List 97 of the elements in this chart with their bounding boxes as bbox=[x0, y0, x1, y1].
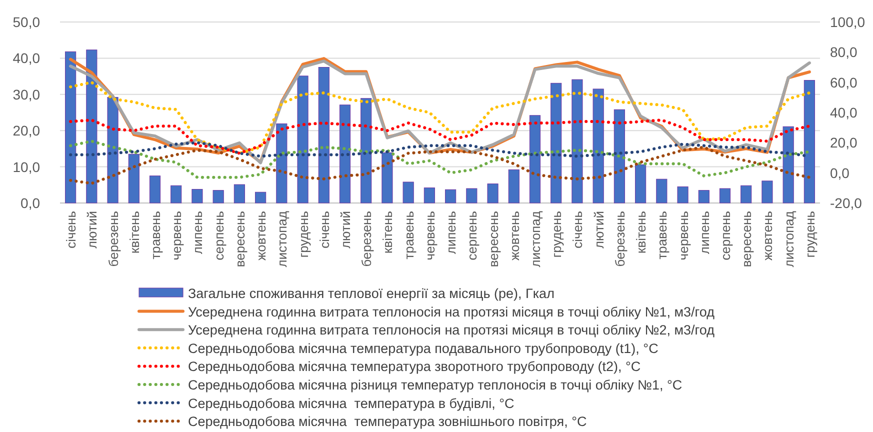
x-tick-label: жовтень bbox=[760, 210, 776, 261]
x-tick-label: жовтень bbox=[254, 210, 269, 261]
bar bbox=[297, 76, 308, 204]
bar bbox=[86, 50, 98, 204]
bar bbox=[192, 188, 203, 204]
bar bbox=[382, 152, 393, 204]
line-series bbox=[69, 80, 811, 155]
legend-label: Усереднена годинна витрата теплоносія на протязі місяця в точці обліку №1, м3/год bbox=[188, 304, 715, 320]
x-tick-label: лютий bbox=[338, 211, 353, 249]
bar bbox=[656, 178, 668, 204]
x-tick-label: вересень bbox=[739, 210, 754, 268]
bar bbox=[698, 190, 710, 204]
bar bbox=[508, 169, 520, 204]
y-tick-label: 0,0 bbox=[20, 195, 40, 211]
y-tick-label: 20,0 bbox=[12, 122, 40, 139]
bar bbox=[107, 97, 118, 204]
bar bbox=[592, 88, 604, 204]
x-tick-label: липень bbox=[444, 210, 459, 254]
bar bbox=[466, 188, 478, 204]
x-tick-label: жовтень bbox=[506, 210, 522, 261]
legend-label: Середньодобова місячна температура зовнішнього повітря, °C bbox=[188, 414, 587, 430]
y2-tick-label: 20,0 bbox=[830, 134, 858, 151]
x-tick-label: квітень bbox=[380, 210, 396, 254]
x-tick-label: червень bbox=[422, 210, 438, 260]
x-tick-label: грудень bbox=[549, 210, 564, 258]
y2-tick-label: 0,0 bbox=[830, 164, 850, 181]
bar bbox=[740, 185, 752, 204]
x-tick-label: червень bbox=[169, 210, 184, 260]
x-tick-label: лютий bbox=[591, 211, 606, 249]
bar bbox=[128, 154, 140, 204]
x-tick-label: березень bbox=[612, 210, 628, 267]
x-tick-label: травень bbox=[401, 210, 416, 260]
bar bbox=[719, 188, 731, 204]
x-tick-label: грудень bbox=[296, 210, 311, 258]
bar bbox=[572, 79, 583, 204]
bar bbox=[318, 67, 330, 204]
bar bbox=[614, 109, 625, 204]
x-tick-label: серпень bbox=[211, 210, 226, 260]
x-tick-label: березень bbox=[106, 210, 121, 267]
line-series bbox=[69, 140, 811, 179]
x-tick-label: серпень bbox=[718, 210, 733, 260]
x-tick-label: вересень bbox=[232, 210, 248, 268]
y2-tick-label: 60,0 bbox=[830, 74, 858, 90]
x-tick-label: квітень bbox=[634, 210, 649, 254]
x-tick-label: березень bbox=[359, 210, 374, 267]
y-tick-label: 10,0 bbox=[12, 158, 40, 175]
bar bbox=[276, 123, 288, 204]
bar bbox=[529, 115, 541, 204]
bar bbox=[149, 176, 161, 204]
x-tick-label: лютий bbox=[84, 211, 100, 249]
y2-tick-label: -20,0 bbox=[830, 195, 862, 211]
y-tick-label: 50,0 bbox=[12, 14, 40, 30]
x-tick-label: квітень bbox=[126, 210, 142, 254]
legend-label: Середньодобова місячна температура зворотного трубопроводу (t2), °C bbox=[188, 359, 641, 374]
x-tick-label: листопад bbox=[781, 210, 796, 268]
bar bbox=[804, 80, 815, 204]
x-tick-label: січень bbox=[316, 210, 332, 248]
bar bbox=[424, 188, 435, 204]
x-tick-label: січень bbox=[570, 210, 586, 248]
legend-label: Середньодобова місячна температура в будівлі, °C bbox=[188, 396, 515, 411]
bar bbox=[782, 126, 794, 204]
x-tick-label: листопад bbox=[274, 210, 290, 268]
legend-label: Усереднена годинна витрата теплоносія на протязі місяця в точці обліку №2, м3/год bbox=[188, 322, 715, 338]
bar bbox=[339, 104, 351, 204]
x-tick-label: грудень bbox=[802, 210, 818, 258]
bar bbox=[635, 164, 646, 204]
bar bbox=[402, 182, 414, 204]
bar bbox=[445, 189, 456, 204]
x-tick-label: листопад bbox=[528, 210, 543, 268]
x-tick-label: січень bbox=[64, 210, 79, 248]
bar bbox=[212, 190, 224, 204]
x-tick-label: липень bbox=[696, 210, 712, 254]
x-tick-label: вересень bbox=[486, 210, 501, 268]
y-tick-label: 30,0 bbox=[12, 86, 40, 102]
line-series bbox=[69, 146, 811, 185]
bar bbox=[550, 82, 562, 204]
bar bbox=[487, 184, 498, 204]
bar bbox=[360, 98, 372, 204]
y2-tick-label: 40,0 bbox=[830, 104, 858, 120]
x-tick-label: серпень bbox=[464, 210, 480, 260]
line-series bbox=[69, 118, 811, 155]
legend-label: Загальне споживання теплової енергії за місяць (ре), Гкал bbox=[188, 286, 554, 301]
x-tick-label: травень bbox=[148, 210, 163, 260]
bar bbox=[65, 51, 76, 204]
bar bbox=[234, 184, 245, 204]
bar bbox=[255, 192, 266, 204]
x-tick-label: червень bbox=[676, 210, 691, 260]
bar bbox=[677, 186, 688, 204]
y2-tick-label: 80,0 bbox=[830, 44, 858, 60]
bar bbox=[170, 185, 182, 204]
bar bbox=[762, 180, 773, 204]
x-tick-label: липень bbox=[190, 210, 206, 254]
y-tick-label: 40,0 bbox=[12, 50, 40, 66]
legend-label: Середньодобова місячна різниця температур теплоносія в точці обліку №1, °C bbox=[188, 378, 682, 392]
y2-tick-label: 100,0 bbox=[830, 14, 866, 30]
legend-label: Середньодобова місячна температура подавального трубопроводу (t1), °C bbox=[188, 340, 659, 356]
x-tick-label: травень bbox=[654, 210, 670, 260]
